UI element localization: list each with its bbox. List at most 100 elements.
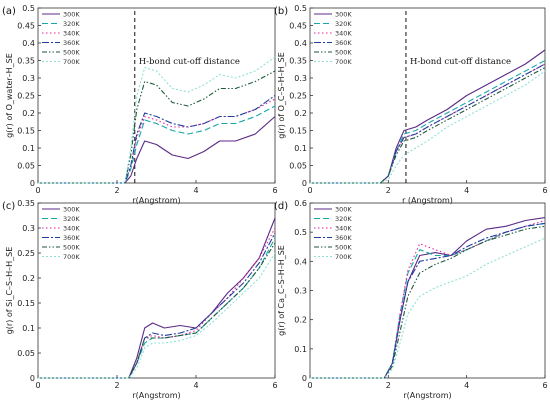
y-tick-label: 0.35: [17, 57, 35, 66]
legend-entry: 500K: [63, 49, 80, 57]
legend-entry: 320K: [63, 215, 80, 223]
legend-entry: 340K: [63, 225, 80, 233]
y-tick-label: 0.35: [289, 57, 307, 66]
legend-entry: 340K: [335, 225, 352, 233]
y-tick-label: 0.3: [294, 74, 307, 83]
legend-entry: 360K: [335, 234, 352, 242]
y-tick-label: 0.3: [22, 224, 35, 233]
legend-entry: 700K: [335, 58, 352, 66]
panel-2: 0 2 4 6 0 0.05 0.1 0.15 0.2 0.25 0.3 0.35 r(Angstrom…: [2, 199, 278, 400]
legend-entry: 300K: [335, 206, 352, 214]
legend-entry: 500K: [63, 244, 80, 252]
x-axis-label: r (Angstrom): [402, 196, 453, 205]
y-tick-label: 0.25: [289, 92, 307, 101]
y-axis-label: g(r) of Si_C–S–H–H_SE: [5, 247, 14, 335]
series-line-320K: [38, 105, 276, 184]
y-axis-label: g(r) of O_water–H_SE: [5, 53, 14, 138]
legend-entry: 700K: [63, 58, 80, 66]
y-tick-label: 0.2: [22, 109, 35, 118]
y-tick-label: 0.1: [294, 144, 307, 153]
y-tick-label: 0.05: [289, 162, 307, 171]
y-tick-label: 0.1: [22, 324, 35, 333]
y-tick-label: 0.2: [22, 274, 35, 283]
y-tick-label: 0.5: [294, 228, 307, 237]
x-tick-label: 0: [35, 186, 40, 195]
y-axis-label: g(r) of O_C–S–H–H_SE: [277, 52, 286, 139]
y-tick-label: 0.4: [22, 39, 35, 48]
y-tick-label: 0.45: [289, 22, 307, 31]
series-line-300K: [310, 49, 546, 184]
y-tick-label: 0.5: [22, 4, 35, 13]
series-line-500K: [38, 70, 276, 184]
legend-entry: 700K: [335, 253, 352, 261]
y-tick-label: 0.3: [294, 287, 307, 296]
legend-entry: 360K: [335, 39, 352, 47]
x-tick-label: 2: [386, 381, 391, 390]
y-tick-label: 0.35: [17, 199, 35, 208]
panel-label: (a): [2, 6, 16, 17]
series-line-360K: [310, 63, 546, 184]
series-line-500K: [38, 242, 276, 379]
panel-label: (d): [274, 201, 288, 212]
x-axis-label: r(Angstrom): [132, 196, 180, 205]
y-tick-label: 0.25: [17, 249, 35, 258]
series-line-320K: [310, 60, 546, 184]
y-tick-label: 0: [30, 374, 35, 383]
series-line-500K: [310, 225, 546, 379]
panel-3: 0 2 4 6 0 0.1 0.2 0.3 0.4 0.5 0.6 r(Angstrom) g(r) o…: [274, 199, 548, 400]
legend-entry: 340K: [63, 30, 80, 38]
y-tick-label: 0: [302, 179, 307, 188]
legend-entry: 340K: [335, 30, 352, 38]
x-axis-label: r(Angstrom): [403, 391, 451, 400]
x-tick-label: 6: [542, 381, 547, 390]
legend-entry: 320K: [63, 20, 80, 28]
x-tick-label: 0: [307, 186, 312, 195]
cutoff-annotation: H-bond cut-off distance: [410, 57, 511, 67]
y-tick-label: 0.4: [294, 39, 307, 48]
series-line-700K: [38, 252, 276, 379]
series-line-700K: [310, 237, 546, 379]
x-tick-label: 4: [193, 381, 198, 390]
series-line-700K: [38, 56, 276, 184]
y-tick-label: 0.05: [17, 162, 35, 171]
y-tick-label: 0.2: [294, 109, 307, 118]
x-tick-label: 6: [272, 186, 277, 195]
x-tick-label: 2: [386, 186, 391, 195]
legend-entry: 500K: [335, 49, 352, 57]
y-tick-label: 0.25: [17, 92, 35, 101]
series-line-360K: [38, 232, 276, 379]
legend-entry: 300K: [63, 206, 80, 214]
cutoff-annotation: H-bond cut-off distance: [139, 57, 240, 67]
series-line-500K: [310, 67, 546, 184]
panel-1: 0 2 4 6 0 0.05 0.1 0.15 0.2 0.25 0.3 0.35 0.4 0.45 0.5…: [274, 4, 548, 205]
y-tick-label: 0.05: [17, 349, 35, 358]
y-tick-label: 0.6: [294, 199, 307, 208]
x-tick-label: 4: [464, 381, 469, 390]
x-tick-label: 6: [542, 186, 547, 195]
x-tick-label: 6: [272, 381, 277, 390]
series-line-360K: [38, 95, 276, 184]
y-tick-label: 0.15: [17, 299, 35, 308]
y-axis-label: g(r) of Ca_C–S–H–H_SE: [277, 245, 286, 336]
x-tick-label: 0: [35, 381, 40, 390]
y-tick-label: 0.4: [294, 257, 307, 266]
panel-0: 0 2 4 6 0 0.05 0.1 0.15 0.2 0.25 0.3 0.35 0.4 0.45 0.5…: [2, 4, 278, 205]
y-tick-label: 0: [302, 374, 307, 383]
x-tick-label: 2: [114, 186, 119, 195]
legend-entry: 300K: [335, 11, 352, 19]
legend-entry: 300K: [63, 11, 80, 19]
y-tick-label: 0.2: [294, 316, 307, 325]
legend-entry: 360K: [63, 234, 80, 242]
series-line-300K: [38, 116, 276, 184]
plot-frame: [37, 202, 276, 379]
series-line-340K: [310, 63, 546, 184]
y-tick-label: 0.5: [294, 4, 307, 13]
y-tick-label: 0.45: [17, 22, 35, 31]
x-tick-label: 4: [464, 186, 469, 195]
y-tick-label: 0.1: [22, 144, 35, 153]
